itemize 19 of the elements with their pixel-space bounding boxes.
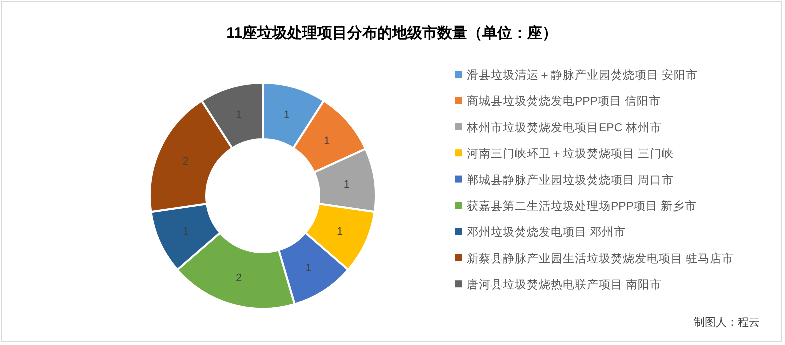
data-label: 1 [284,110,290,122]
data-label: 2 [236,272,242,284]
legend-label: 滑县垃圾清运＋静脉产业园焚烧项目 安阳市 [467,68,698,82]
legend-label: 商城县垃圾焚烧发电PPP项目 信阳市 [467,94,662,108]
legend-label: 唐河县垃圾焚烧热电联产项目 南阳市 [467,278,662,292]
data-label: 1 [337,226,344,238]
data-label: 1 [182,226,189,238]
legend-label: 获嘉县第二生活垃圾处理场PPP项目 新乡市 [467,199,698,213]
legend-label: 林州市垃圾焚烧发电项目EPC 林州市 [466,120,662,134]
data-label: 1 [344,178,350,191]
legend-label: 河南三门峡环卫＋垃圾焚烧项目 三门峡 [467,146,674,161]
legend-label: 新蔡县静脉产业园生活垃圾焚烧发电项目 驻马店市 [467,251,734,266]
legend-label: 邓州垃圾焚烧发电项目 邓州市 [467,225,626,240]
data-label: 2 [182,156,189,168]
text: 制图人：程云 [694,316,760,329]
chart-title: 11座垃圾处理项目分布的地级市数量（单位：座） [226,24,558,42]
legend-label: 郸城县静脉产业园垃圾焚烧项目 周口市 [467,172,674,187]
data-label: 1 [324,136,330,148]
data-label: 1 [306,262,312,274]
